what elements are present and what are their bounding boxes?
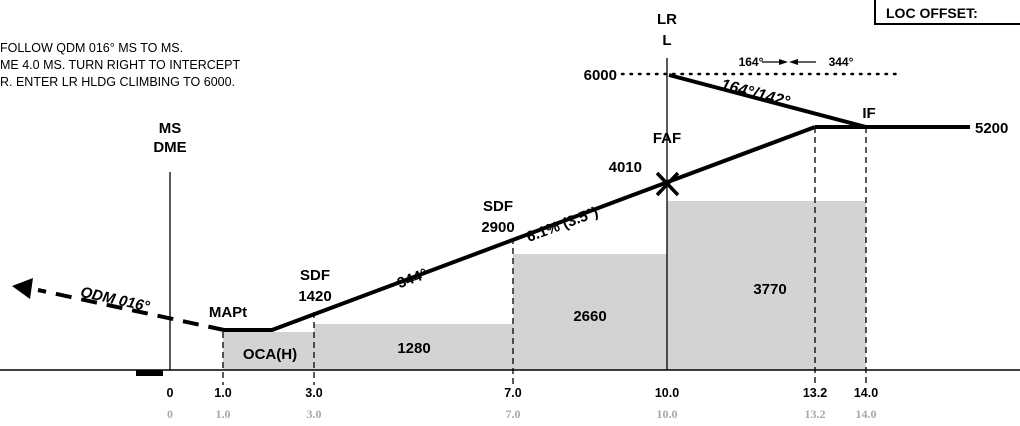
ms-label: MS (159, 120, 182, 137)
segment-min-3: 3770 (753, 281, 786, 298)
distance-label: 0 (167, 386, 174, 400)
distance-label: 10.0 (655, 386, 679, 400)
segment-min-2: 2660 (573, 308, 606, 325)
lr-label: LR (657, 11, 677, 28)
intermediate-altitude: 5200 (975, 120, 1008, 137)
distance-label: 14.0 (854, 386, 878, 400)
sdf1-label: SDF (300, 267, 330, 284)
holding-inbound-track: 164° (739, 55, 764, 69)
missed-approach-instructions: FOLLOW QDM 016° MS TO MS. ME 4.0 MS. TUR… (0, 40, 360, 91)
mapt-label: MAPt (209, 304, 247, 321)
instruction-line: R. ENTER LR HLDG CLIMBING TO 6000. (0, 74, 360, 91)
holding-outbound-track: 344° (829, 55, 854, 69)
final-track: 344° (395, 265, 430, 292)
instruction-line: FOLLOW QDM 016° MS TO MS. (0, 40, 360, 57)
loc-offset-box: LOC OFFSET: (874, 0, 1020, 25)
missed-approach-track: QDM 016° (79, 284, 152, 316)
distance-label-secondary: 7.0 (506, 407, 521, 421)
sdf2-label: SDF (483, 198, 513, 215)
instruction-line: ME 4.0 MS. TURN RIGHT TO INTERCEPT (0, 57, 360, 74)
distance-label-secondary: 13.2 (805, 407, 826, 421)
segment-min-1: 1280 (397, 340, 430, 357)
sdf1-altitude: 1420 (298, 288, 331, 305)
distance-label: 1.0 (214, 386, 231, 400)
if-label: IF (862, 105, 875, 122)
l-label: L (662, 32, 671, 49)
distance-label: 3.0 (305, 386, 322, 400)
distance-label-secondary: 14.0 (856, 407, 877, 421)
dme-label: DME (153, 139, 186, 156)
distance-label: 13.2 (803, 386, 827, 400)
loc-offset-label: LOC OFFSET: (886, 5, 978, 21)
distance-label-secondary: 1.0 (216, 407, 231, 421)
missed-approach-arrow (12, 278, 33, 299)
faf-altitude: 4010 (609, 159, 642, 176)
intermediate-track: 164°/142° (719, 76, 792, 111)
oca-label: OCA(H) (243, 346, 297, 363)
holding-altitude: 6000 (584, 67, 617, 84)
distance-label-secondary: 0 (167, 407, 173, 421)
holding-direction-arrows (762, 59, 816, 65)
faf-label: FAF (653, 130, 681, 147)
distance-label: 7.0 (504, 386, 521, 400)
distance-label-secondary: 10.0 (657, 407, 678, 421)
final-slope: 6.1% (3.5°) (524, 204, 600, 246)
sdf2-altitude: 2900 (481, 219, 514, 236)
distance-label-secondary: 3.0 (307, 407, 322, 421)
runway-bar (136, 370, 163, 376)
